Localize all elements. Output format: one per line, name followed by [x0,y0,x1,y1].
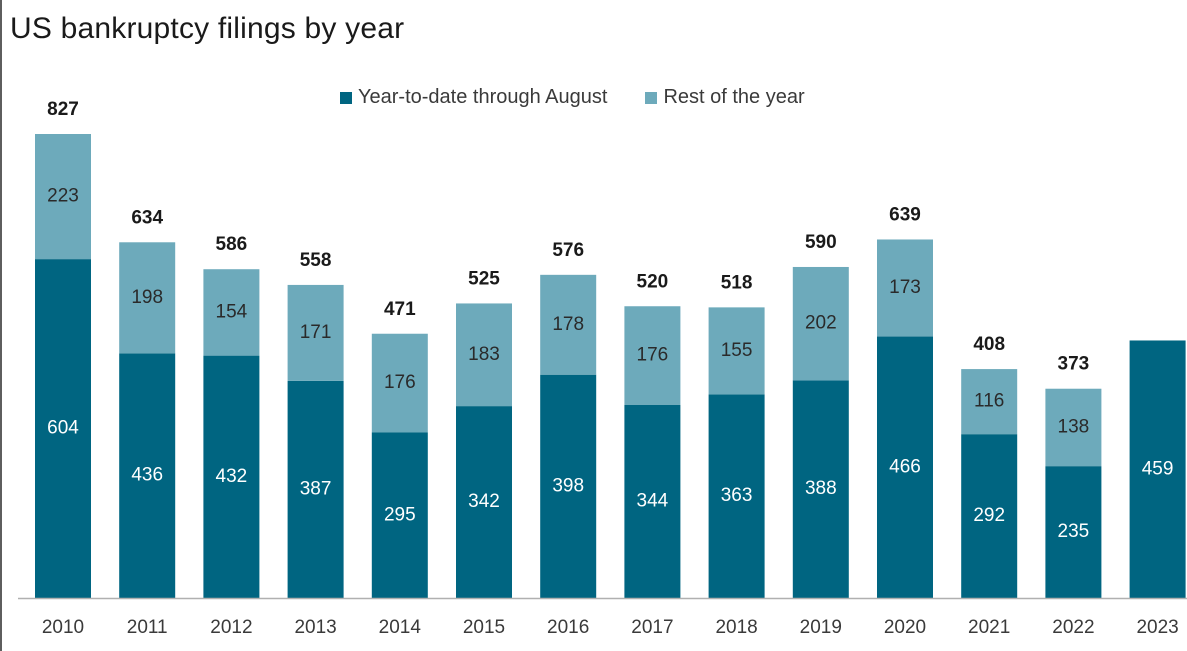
data-label-ytd-2013: 387 [300,478,332,499]
bar-ytd-2013 [287,380,344,598]
data-label-ytd-2022: 235 [1058,521,1090,542]
data-label-rest-2016: 178 [552,314,584,335]
total-label-2016: 576 [552,240,584,261]
data-label-ytd-2019: 388 [805,478,837,499]
data-label-rest-2011: 198 [131,287,163,308]
left-border [0,0,2,651]
x-tick-label-2016: 2016 [547,617,589,638]
bar-rest-2014 [371,333,428,433]
x-tick-label-2011: 2011 [127,617,168,638]
bar-rest-2017 [624,306,681,405]
bar-ytd-2017 [624,404,681,598]
total-label-2015: 525 [468,268,500,289]
data-label-ytd-2017: 344 [637,491,669,512]
x-tick-label-2023: 2023 [1136,617,1178,638]
x-tick-label-2012: 2012 [210,617,252,638]
data-label-rest-2019: 202 [805,313,837,334]
total-label-2017: 520 [637,271,669,292]
x-tick-label-2019: 2019 [800,617,842,638]
bar-rest-2019 [792,266,849,381]
data-label-ytd-2016: 398 [552,475,584,496]
legend-label-rest: Rest of the year [663,86,805,108]
data-label-ytd-2018: 363 [721,485,753,506]
x-tick-label-2020: 2020 [884,617,926,638]
data-label-rest-2020: 173 [889,277,921,298]
chart-title: US bankruptcy filings by year [10,12,405,45]
data-label-ytd-2020: 466 [889,456,921,477]
data-label-ytd-2012: 432 [216,466,248,487]
bar-rest-2018 [708,307,765,395]
data-label-rest-2021: 116 [974,391,1004,412]
legend-swatch-ytd [340,91,352,104]
bar-ytd-2020 [877,336,933,598]
total-label-2021: 408 [973,334,1005,355]
x-tick-label-2018: 2018 [715,617,757,638]
total-label-2014: 471 [384,299,416,320]
legend: Year-to-date through August Rest of the … [340,86,843,109]
x-tick-label-2015: 2015 [463,617,505,638]
bar-rest-2012 [203,269,260,356]
data-label-rest-2018: 155 [721,340,753,361]
bar-rest-2015 [456,303,512,407]
bar-ytd-2015 [456,406,512,598]
bar-ytd-2016 [540,374,597,598]
x-tick-label-2010: 2010 [42,617,84,638]
data-label-rest-2010: 223 [47,186,79,207]
bar-ytd-2010 [35,259,91,598]
total-label-2011: 634 [131,207,163,228]
total-label-2018: 518 [721,272,753,293]
x-tick-label-2022: 2022 [1052,617,1094,638]
data-label-ytd-2021: 292 [973,505,1005,526]
bar-rest-2022 [1045,388,1102,467]
data-label-rest-2017: 176 [637,345,669,366]
x-tick-label-2021: 2021 [968,617,1010,638]
bar-rest-2010 [35,134,91,260]
bar-ytd-2014 [371,432,428,598]
legend-swatch-rest [645,91,658,104]
legend-item-ytd: Year-to-date through August [340,86,607,109]
bar-rest-2021 [961,369,1018,435]
bar-rest-2020 [877,239,933,337]
bar-ytd-2022 [1045,466,1102,598]
data-label-rest-2022: 138 [1058,416,1090,437]
total-label-2019: 590 [805,232,837,253]
data-label-ytd-2015: 342 [468,491,500,512]
data-label-ytd-2014: 295 [384,504,416,525]
x-tick-label-2017: 2017 [631,617,673,638]
bar-rest-2013 [287,284,344,381]
total-label-2022: 373 [1058,354,1090,375]
total-label-2013: 558 [300,250,332,271]
total-label-2012: 586 [216,234,248,255]
data-label-rest-2015: 183 [468,344,500,365]
data-label-ytd-2010: 604 [47,418,79,439]
data-label-rest-2013: 171 [300,322,332,343]
data-label-rest-2012: 154 [216,301,248,322]
bar-ytd-2023 [1129,340,1186,598]
legend-item-rest: Rest of the year [645,86,805,109]
data-label-ytd-2011: 436 [131,465,163,486]
bar-rest-2016 [540,274,597,375]
bar-ytd-2019 [792,380,849,598]
bar-ytd-2011 [119,353,176,598]
data-label-ytd-2023: 459 [1142,458,1174,479]
x-tick-label-2014: 2014 [379,617,422,638]
legend-label-ytd: Year-to-date through August [358,86,608,108]
bar-rest-2011 [119,242,176,354]
data-label-rest-2014: 176 [384,372,416,393]
total-label-2020: 639 [889,204,921,225]
bar-ytd-2018 [708,394,765,598]
bar-ytd-2012 [203,355,260,598]
x-tick-label-2013: 2013 [294,617,336,638]
total-label-2010: 827 [47,99,79,120]
bar-ytd-2021 [961,434,1018,598]
